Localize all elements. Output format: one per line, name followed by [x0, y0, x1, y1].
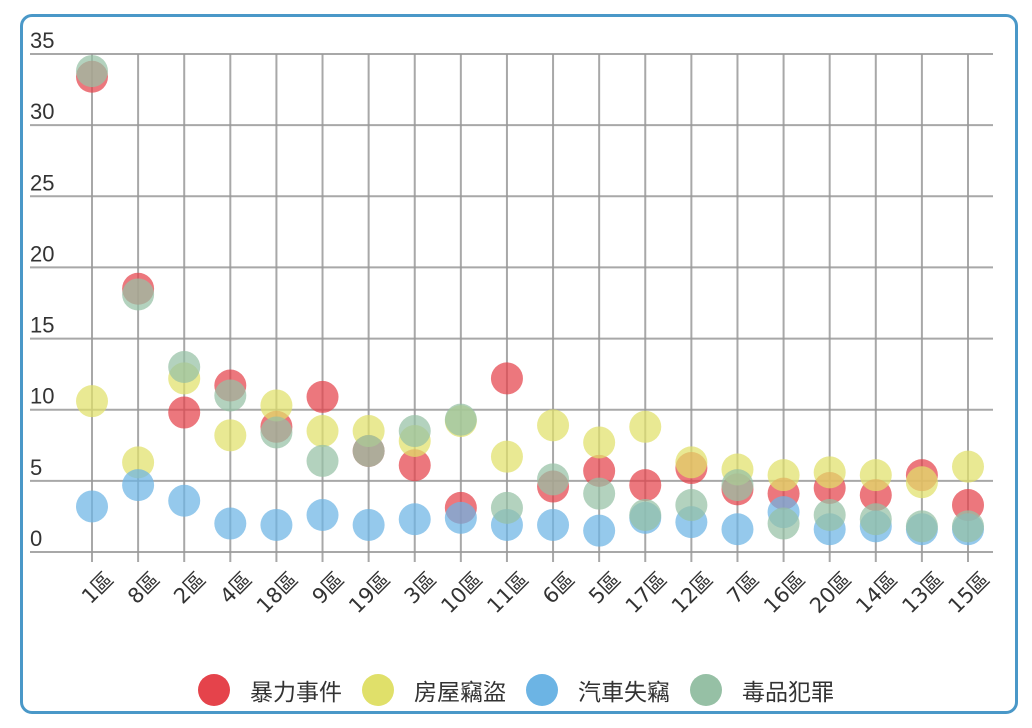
data-point[interactable] — [813, 499, 846, 532]
data-point[interactable] — [168, 351, 201, 384]
x-tick-label: 14區 — [851, 567, 902, 618]
data-point[interactable] — [306, 415, 339, 448]
data-point[interactable] — [583, 454, 616, 487]
data-point[interactable] — [260, 389, 293, 422]
y-tick-label: 25 — [30, 170, 54, 195]
data-point[interactable] — [122, 469, 155, 502]
data-point[interactable] — [306, 444, 339, 477]
x-tick-label: 12區 — [667, 567, 718, 618]
data-point[interactable] — [76, 55, 108, 88]
data-point[interactable] — [767, 507, 800, 540]
legend-dot-icon — [526, 674, 558, 706]
x-tick-label: 10區 — [436, 567, 487, 618]
data-point[interactable] — [214, 379, 247, 412]
data-point[interactable] — [721, 469, 754, 502]
data-point[interactable] — [952, 510, 984, 543]
data-point[interactable] — [583, 426, 616, 459]
legend-dot-icon — [690, 674, 722, 706]
data-point[interactable] — [629, 499, 662, 532]
data-point[interactable] — [537, 409, 570, 442]
data-point[interactable] — [537, 508, 570, 541]
data-point[interactable] — [122, 446, 155, 479]
x-tick-label: 7區 — [722, 567, 763, 608]
y-tick-label: 10 — [30, 384, 54, 409]
x-tick-label: 13區 — [897, 567, 948, 618]
data-point[interactable] — [629, 410, 662, 443]
data-point[interactable] — [952, 450, 984, 483]
x-tick-label: 9區 — [308, 567, 349, 608]
data-point[interactable] — [260, 416, 293, 449]
legend-item-vehicle-theft[interactable]: 汽車失竊 — [526, 673, 670, 707]
legend: 暴力事件 房屋竊盜 汽車失竊 毒品犯罪 — [0, 670, 1032, 710]
data-point[interactable] — [537, 463, 570, 496]
y-tick-label: 5 — [30, 455, 42, 480]
x-tick-label: 3區 — [400, 567, 441, 608]
x-tick-label: 17區 — [621, 567, 672, 618]
x-tick-label: 11區 — [483, 567, 534, 618]
data-point[interactable] — [306, 499, 339, 532]
data-point[interactable] — [76, 490, 108, 523]
x-tick-label: 2區 — [169, 567, 210, 608]
data-point[interactable] — [444, 501, 477, 534]
data-point[interactable] — [168, 484, 201, 517]
data-point[interactable] — [905, 510, 938, 543]
data-point[interactable] — [398, 415, 431, 448]
y-tick-label: 35 — [30, 28, 54, 53]
data-point[interactable] — [813, 456, 846, 489]
data-point[interactable] — [352, 508, 385, 541]
data-point[interactable] — [675, 446, 708, 479]
data-point[interactable] — [352, 434, 385, 467]
x-tick-label: 15區 — [944, 567, 995, 618]
legend-dot-icon — [362, 674, 394, 706]
x-tick-label: 16區 — [759, 567, 810, 618]
data-point[interactable] — [490, 491, 523, 524]
y-tick-label: 20 — [30, 241, 54, 266]
data-point[interactable] — [122, 278, 155, 311]
legend-label: 汽車失竊 — [578, 680, 670, 706]
data-point[interactable] — [721, 513, 754, 546]
data-point[interactable] — [306, 380, 339, 413]
x-tick-label: 1區 — [77, 567, 118, 608]
data-point[interactable] — [76, 385, 108, 418]
legend-label: 毒品犯罪 — [742, 680, 834, 706]
data-point[interactable] — [398, 449, 431, 482]
grid-lines — [30, 53, 993, 562]
data-point[interactable] — [583, 477, 616, 510]
legend-item-violent[interactable]: 暴力事件 — [198, 673, 342, 707]
data-point[interactable] — [675, 489, 708, 522]
x-tick-label: 19區 — [344, 567, 395, 618]
legend-label: 暴力事件 — [250, 680, 342, 706]
legend-dot-icon — [198, 674, 230, 706]
data-point[interactable] — [444, 403, 477, 436]
data-point[interactable] — [214, 419, 247, 452]
x-tick-label: 4區 — [215, 567, 256, 608]
data-point[interactable] — [859, 503, 892, 536]
data-point[interactable] — [583, 514, 616, 547]
y-tick-label: 15 — [30, 313, 54, 338]
x-tick-label: 5區 — [584, 567, 625, 608]
legend-label: 房屋竊盜 — [414, 680, 506, 706]
data-point[interactable] — [214, 507, 247, 540]
legend-item-drug-crime[interactable]: 毒品犯罪 — [690, 673, 834, 707]
data-point[interactable] — [260, 508, 293, 541]
data-points — [76, 55, 984, 547]
y-tick-label: 30 — [30, 99, 54, 124]
data-point[interactable] — [629, 469, 662, 502]
y-axis-ticks: 0 5 10 15 20 25 30 35 — [30, 28, 54, 551]
data-point[interactable] — [398, 503, 431, 536]
x-tick-label: 20區 — [805, 567, 856, 618]
data-point[interactable] — [168, 396, 201, 429]
y-tick-label: 0 — [30, 526, 42, 551]
data-point[interactable] — [767, 459, 800, 492]
data-point[interactable] — [859, 459, 892, 492]
x-tick-label: 18區 — [252, 567, 303, 618]
data-point[interactable] — [490, 362, 523, 395]
legend-item-burglary[interactable]: 房屋竊盜 — [362, 673, 506, 707]
data-point[interactable] — [490, 440, 523, 473]
data-point[interactable] — [905, 466, 938, 499]
x-tick-label: 8區 — [123, 567, 164, 608]
x-tick-label: 6區 — [538, 567, 579, 608]
